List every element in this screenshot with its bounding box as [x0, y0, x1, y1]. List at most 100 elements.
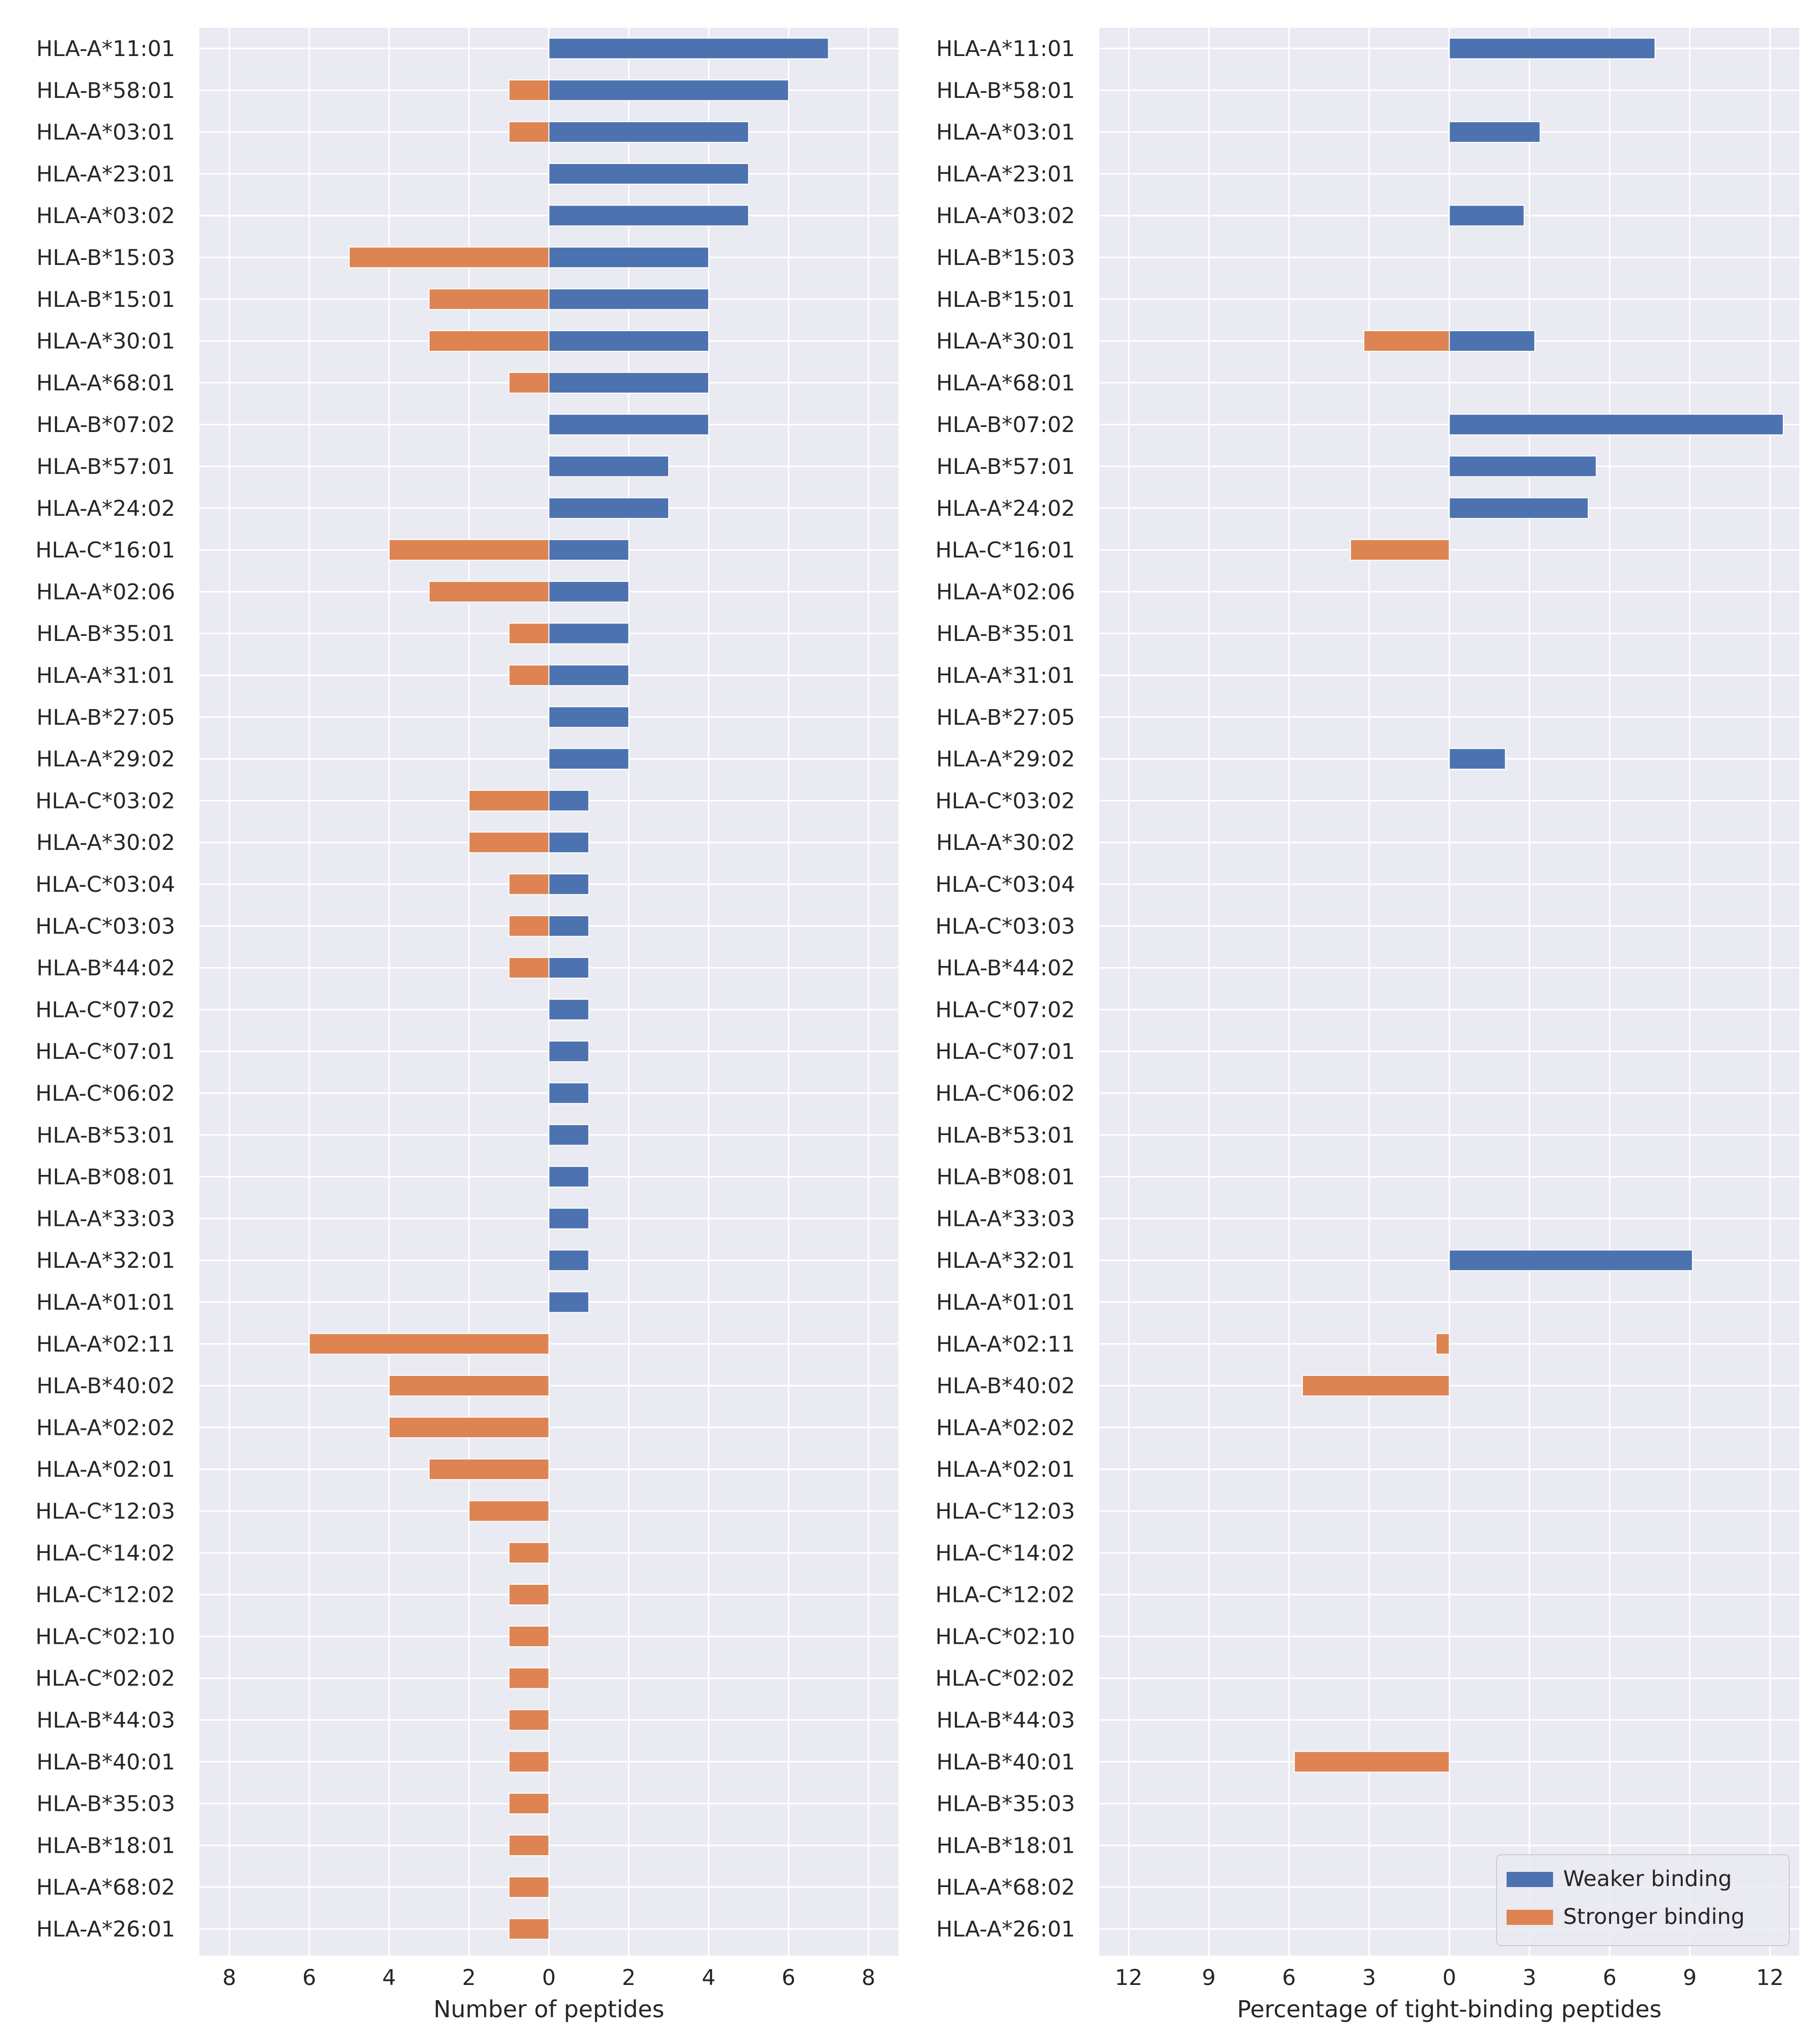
bar-stronger-binding — [508, 121, 550, 143]
legend-entry-label: Stronger binding — [1563, 1904, 1745, 1929]
bar-weaker-binding — [548, 873, 590, 895]
y-tick-label: HLA-A*02:02 — [36, 1415, 175, 1440]
y-tick-label: HLA-B*57:01 — [936, 454, 1075, 479]
bar-stronger-binding — [508, 1667, 550, 1689]
y-tick-label: HLA-C*07:01 — [35, 1039, 175, 1064]
bar-weaker-binding — [548, 664, 629, 686]
bar-weaker-binding — [548, 1249, 590, 1271]
y-tick-label: HLA-C*07:01 — [935, 1039, 1075, 1064]
y-tick-label: HLA-B*58:01 — [936, 78, 1075, 103]
y-tick-label: HLA-A*68:01 — [936, 370, 1075, 396]
y-tick-label: HLA-C*03:02 — [35, 788, 175, 814]
bar-weaker-binding — [1449, 37, 1656, 60]
x-tick-label: 12 — [1115, 1965, 1143, 1991]
y-tick-label: HLA-C*02:10 — [935, 1624, 1075, 1649]
x-axis-label: Percentage of tight-binding peptides — [1237, 1996, 1662, 2023]
bar-stronger-binding — [388, 1416, 550, 1438]
bar-stronger-binding — [468, 831, 550, 853]
y-tick-label: HLA-A*01:01 — [936, 1290, 1075, 1315]
bar-weaker-binding — [548, 330, 710, 352]
left-panel-number-of-peptides: 8 6 4 2 0 2 4 6 8 HLA-A*11:01 HLA-B*58:01 HLA-A*03:… — [35, 28, 898, 2023]
bar-stronger-binding — [308, 1333, 550, 1355]
bar-weaker-binding — [548, 580, 629, 603]
bar-weaker-binding — [1449, 497, 1589, 519]
bar-weaker-binding — [548, 1040, 590, 1062]
y-tick-label: HLA-A*02:06 — [36, 579, 175, 605]
y-tick-label: HLA-A*30:01 — [36, 329, 175, 354]
y-tick-label: HLA-A*33:03 — [936, 1206, 1075, 1231]
y-tick-label: HLA-A*68:02 — [36, 1875, 175, 1900]
x-tick-label: 6 — [782, 1965, 795, 1991]
bar-stronger-binding — [468, 789, 550, 812]
y-tick-label: HLA-B*15:01 — [36, 287, 175, 312]
y-tick-label: HLA-A*68:01 — [36, 370, 175, 396]
y-tick-label: HLA-A*68:02 — [936, 1875, 1075, 1900]
bar-weaker-binding — [548, 371, 710, 394]
x-tick-label: 0 — [542, 1965, 556, 1991]
y-tick-label: HLA-B*40:02 — [936, 1374, 1075, 1399]
y-tick-label: HLA-A*03:02 — [36, 203, 175, 229]
y-tick-label: HLA-A*24:02 — [936, 496, 1075, 521]
y-tick-label: HLA-C*03:02 — [935, 788, 1075, 814]
y-tick-label: HLA-C*03:03 — [35, 914, 175, 939]
x-tick-label: 9 — [1202, 1965, 1215, 1991]
y-tick-label: HLA-C*02:02 — [35, 1666, 175, 1691]
bar-stronger-binding — [508, 1625, 550, 1647]
bar-stronger-binding — [508, 1876, 550, 1898]
y-tick-label: HLA-B*15:03 — [936, 245, 1075, 271]
y-tick-label: HLA-B*15:01 — [936, 287, 1075, 312]
y-tick-label: HLA-B*57:01 — [36, 454, 175, 479]
y-tick-label: HLA-A*29:02 — [936, 747, 1075, 772]
bar-weaker-binding — [548, 748, 629, 770]
bar-stronger-binding — [1363, 330, 1450, 352]
bar-weaker-binding — [548, 121, 750, 143]
x-tick-label: 4 — [702, 1965, 715, 1991]
y-tick-label: HLA-B*07:02 — [936, 412, 1075, 438]
y-tick-label: HLA-A*11:01 — [36, 36, 175, 62]
legend-swatch — [1507, 1872, 1553, 1887]
y-tick-label: HLA-C*16:01 — [935, 538, 1075, 563]
bar-stronger-binding — [508, 1793, 550, 1815]
bar-weaker-binding — [1449, 1249, 1693, 1271]
legend-box — [1496, 1854, 1790, 1946]
bar-stronger-binding — [508, 622, 550, 644]
y-tick-label: HLA-A*02:11 — [936, 1332, 1075, 1357]
bar-stronger-binding — [429, 580, 550, 603]
bar-weaker-binding — [548, 831, 590, 853]
bar-weaker-binding — [1449, 204, 1525, 227]
bar-stronger-binding — [508, 1918, 550, 1940]
y-tick-label: HLA-B*35:03 — [36, 1792, 175, 1817]
bar-weaker-binding — [548, 706, 629, 728]
y-tick-label: HLA-A*03:01 — [936, 120, 1075, 145]
y-tick-label: HLA-B*08:01 — [936, 1165, 1075, 1190]
bar-weaker-binding — [548, 497, 669, 519]
y-tick-label: HLA-B*44:03 — [36, 1708, 175, 1733]
bar-stronger-binding — [508, 915, 550, 937]
y-tick-label: HLA-B*07:02 — [36, 412, 175, 438]
y-tick-label: HLA-A*02:02 — [936, 1415, 1075, 1440]
bar-weaker-binding — [548, 413, 710, 436]
bar-weaker-binding — [548, 1082, 590, 1104]
y-tick-label: HLA-A*30:01 — [936, 329, 1075, 354]
y-tick-label: HLA-A*02:11 — [36, 1332, 175, 1357]
y-tick-label: HLA-C*12:02 — [935, 1583, 1075, 1608]
y-tick-label: HLA-B*27:05 — [36, 705, 175, 730]
y-tick-label: HLA-B*44:02 — [36, 956, 175, 981]
y-tick-label: HLA-A*30:02 — [936, 830, 1075, 855]
y-tick-label: HLA-B*40:01 — [36, 1750, 175, 1775]
bar-weaker-binding — [548, 622, 629, 644]
x-tick-label: 0 — [1442, 1965, 1456, 1991]
y-tick-label: HLA-B*35:01 — [936, 621, 1075, 647]
y-tick-label: HLA-B*08:01 — [36, 1165, 175, 1190]
x-axis-label: Number of peptides — [434, 1996, 664, 2023]
y-tick-label: HLA-C*03:04 — [935, 872, 1075, 897]
x-tick-label: 8 — [223, 1965, 236, 1991]
x-tick-label: 2 — [622, 1965, 635, 1991]
y-tick-label: HLA-B*27:05 — [936, 705, 1075, 730]
y-tick-label: HLA-B*35:03 — [936, 1792, 1075, 1817]
bar-weaker-binding — [548, 1207, 590, 1229]
y-tick-label: HLA-C*02:10 — [35, 1624, 175, 1649]
bar-weaker-binding — [548, 1124, 590, 1146]
y-tick-label: HLA-C*14:02 — [935, 1541, 1075, 1566]
bar-weaker-binding — [1449, 330, 1535, 352]
